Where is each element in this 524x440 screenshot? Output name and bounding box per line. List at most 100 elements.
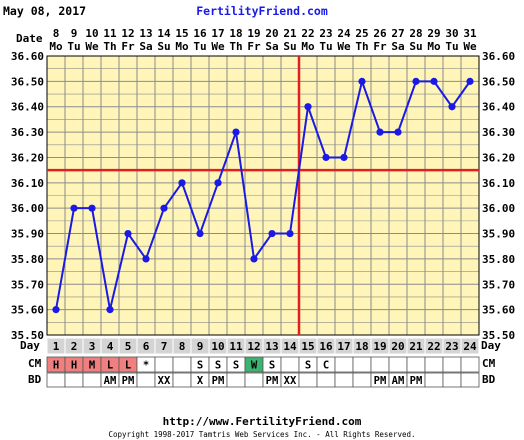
cycle-day-label: 16 (319, 340, 333, 353)
y-tick-label-left: 36.50 (11, 75, 44, 88)
cycle-day-label: 22 (427, 340, 440, 353)
bd-cell (136, 372, 156, 388)
cm-cell (406, 356, 426, 373)
cycle-day-label: 13 (265, 340, 278, 353)
date-row-label: Date (16, 32, 43, 45)
y-tick-label-right: 35.90 (482, 228, 515, 241)
cycle-day-label: 23 (445, 340, 458, 353)
y-tick-label-right: 35.70 (482, 278, 515, 291)
cm-cell (280, 356, 300, 373)
weekday-label: Tu (319, 40, 332, 53)
date-label: 12 (121, 27, 134, 40)
weekday-label: Sa (265, 40, 278, 53)
cycle-day-label: 18 (355, 340, 368, 353)
cm-row-label-right: CM (482, 357, 496, 370)
temperature-point (448, 103, 456, 111)
temperature-point (394, 128, 402, 136)
bd-cell (424, 372, 444, 388)
bd-cell (64, 372, 84, 388)
cycle-day-label: 12 (247, 340, 260, 353)
date-label: 26 (373, 27, 387, 40)
y-tick-label-left: 36.00 (11, 202, 44, 215)
weekday-label: Su (283, 40, 296, 53)
cycle-day-label: 15 (301, 340, 314, 353)
bd-label: PM (266, 375, 279, 387)
bd-row-label-left: BD (28, 373, 42, 386)
cm-label: H (53, 360, 59, 372)
temperature-point (88, 204, 96, 212)
date-label: 19 (247, 27, 260, 40)
temperature-series (52, 77, 474, 314)
bd-cell (442, 372, 462, 388)
bd-label: AM (104, 375, 117, 387)
bd-cell (352, 372, 372, 388)
date-label: 28 (409, 27, 422, 40)
temperature-point (358, 77, 366, 85)
y-tick-label-right: 35.60 (482, 304, 515, 317)
footer-url[interactable]: http://www.FertilityFriend.com (163, 415, 362, 428)
weekday-label: Su (409, 40, 422, 53)
temperature-point (466, 77, 474, 85)
y-tick-label-right: 36.50 (482, 75, 515, 88)
cm-label: S (233, 360, 239, 372)
weekday-label: Th (355, 40, 368, 53)
cycle-day-label: 3 (89, 340, 96, 353)
cm-cell (442, 356, 462, 373)
temperature-point (304, 103, 312, 111)
y-axis-left: 35.50 35.60 35.70 35.80 35.90 36.00 36.10 36.20… (11, 50, 44, 342)
weekday-labels: Mo Tu We Th Fr Sa Su Mo Tu We Th Fr Sa Su Mo Tu We Th Fr Sa… (49, 40, 477, 53)
cycle-day-label: 5 (125, 340, 132, 353)
cm-label: W (251, 360, 258, 372)
temperature-point (250, 255, 258, 263)
bd-label: PM (212, 375, 225, 387)
cervical-mucus-row: H H M L L * S S S W S S C (46, 356, 480, 373)
weekday-label: Fr (247, 40, 261, 53)
y-tick-label-left: 36.40 (11, 101, 44, 114)
y-tick-label-left: 35.70 (11, 278, 44, 291)
y-tick-label-right: 36.60 (482, 50, 515, 63)
cm-cell (172, 356, 192, 373)
cycle-day-label: 7 (161, 340, 168, 353)
temperature-point (70, 204, 78, 212)
cycle-day-label: 10 (211, 340, 224, 353)
cycle-day-label: 21 (409, 340, 423, 353)
cycle-day-cell (460, 337, 480, 355)
date-label: 18 (229, 27, 242, 40)
weekday-label: Mo (49, 40, 63, 53)
y-tick-label-right: 36.10 (482, 177, 515, 190)
cm-cell (424, 356, 444, 373)
grid-lines (46, 55, 480, 336)
temperature-point (178, 179, 186, 187)
temperature-point (286, 229, 294, 238)
date-label: 20 (265, 27, 278, 40)
bd-label: X (197, 375, 204, 387)
cm-cell (388, 356, 408, 373)
weekday-label: Fr (373, 40, 387, 53)
bd-label: XX (158, 375, 171, 387)
date-label: 24 (337, 27, 351, 40)
cycle-day-label: 19 (373, 340, 386, 353)
bd-cell (46, 372, 66, 388)
cm-label: H (71, 360, 77, 372)
bd-label: PM (374, 375, 387, 387)
weekday-label: Tu (67, 40, 80, 53)
temperature-point (322, 153, 330, 162)
cycle-day-label: 8 (179, 340, 186, 353)
bd-cell (316, 372, 336, 388)
y-tick-label-left: 35.80 (11, 253, 44, 266)
cycle-day-label: 20 (391, 340, 404, 353)
bd-cell (172, 372, 192, 388)
weekday-label: Tu (445, 40, 458, 53)
bd-label: AM (392, 375, 405, 387)
date-label: 21 (283, 27, 297, 40)
weekday-label: Th (229, 40, 242, 53)
cycle-day-label: 1 (53, 340, 60, 353)
weekday-label: Mo (175, 40, 189, 53)
date-label: 31 (463, 27, 477, 40)
date-labels: 8 9 10 11 12 13 14 15 16 17 18 19 20 21 22 23 24 25 26 27 28… (53, 27, 477, 40)
weekday-label: Fr (121, 40, 135, 53)
date-label: 9 (71, 27, 78, 40)
y-tick-label-right: 36.30 (482, 126, 515, 139)
cm-label: * (143, 360, 149, 372)
